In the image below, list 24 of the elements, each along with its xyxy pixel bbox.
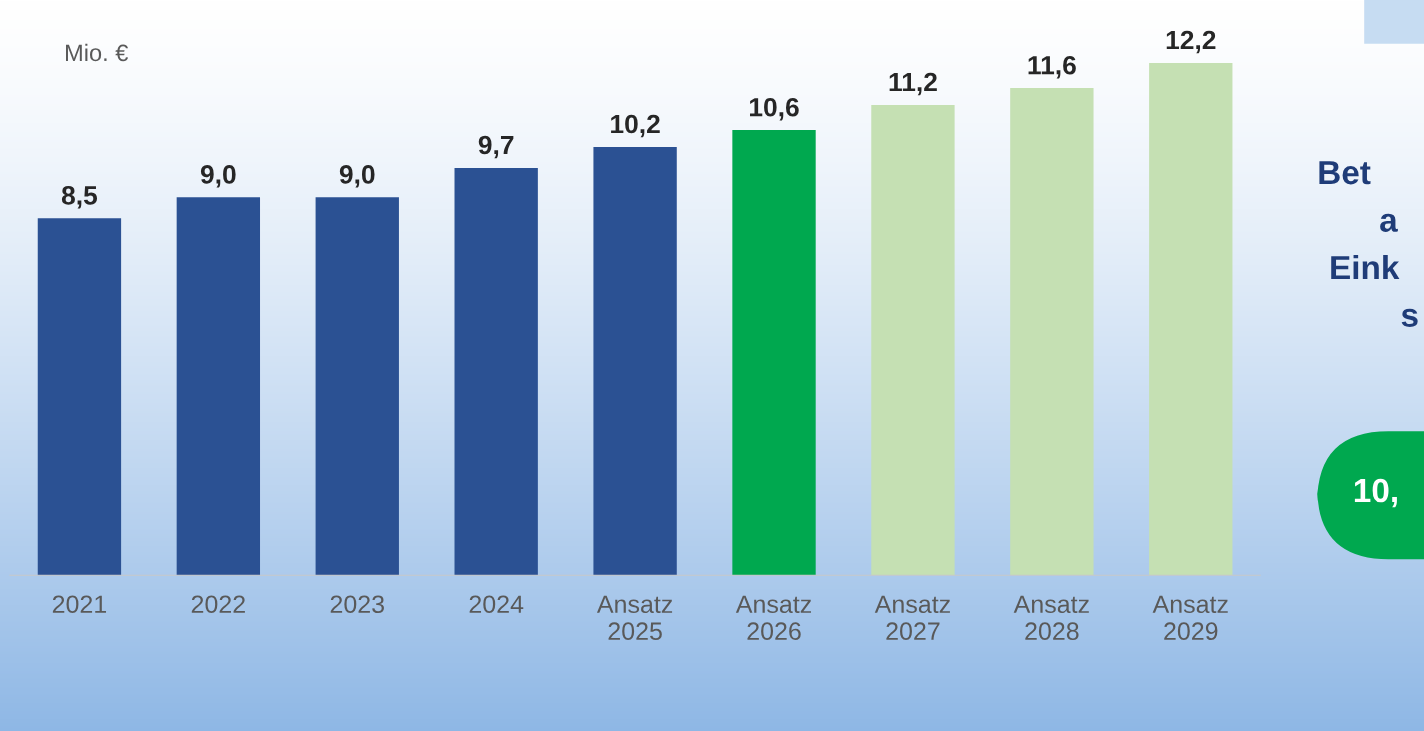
text: Eink [1331,254,1400,280]
data-label: 9,0 [200,165,236,188]
x-tick-label: Ansatz 2028 [1013,595,1089,641]
data-label: 10,2 [611,114,660,138]
x-tick-label: 2021 [52,595,107,614]
data-label: 12,2 [1166,30,1216,54]
text: Bet [1319,161,1371,185]
y-axis-title: Mio. € [66,43,129,62]
data-label: 11,6 [1028,55,1076,79]
text: s [1401,308,1418,327]
x-tick-label: 2023 [330,595,384,614]
x-tick-label: Ansatz 2025 [596,595,673,641]
x-tick-label: 2022 [191,595,245,614]
x-tick-label: Ansatz 2029 [1152,595,1228,641]
x-tick-label: Ansatz 2026 [735,595,811,641]
text: 10, [1354,478,1397,508]
data-label: 8,5 [61,186,98,209]
data-label: 10,6 [750,97,799,121]
data-label: 9,7 [478,135,514,159]
text: a [1380,213,1398,232]
x-tick-label: 2024 [469,595,524,614]
data-label: 11,2 [889,72,937,96]
x-tick-label: Ansatz 2027 [874,595,950,641]
data-label: 9,0 [339,165,375,188]
